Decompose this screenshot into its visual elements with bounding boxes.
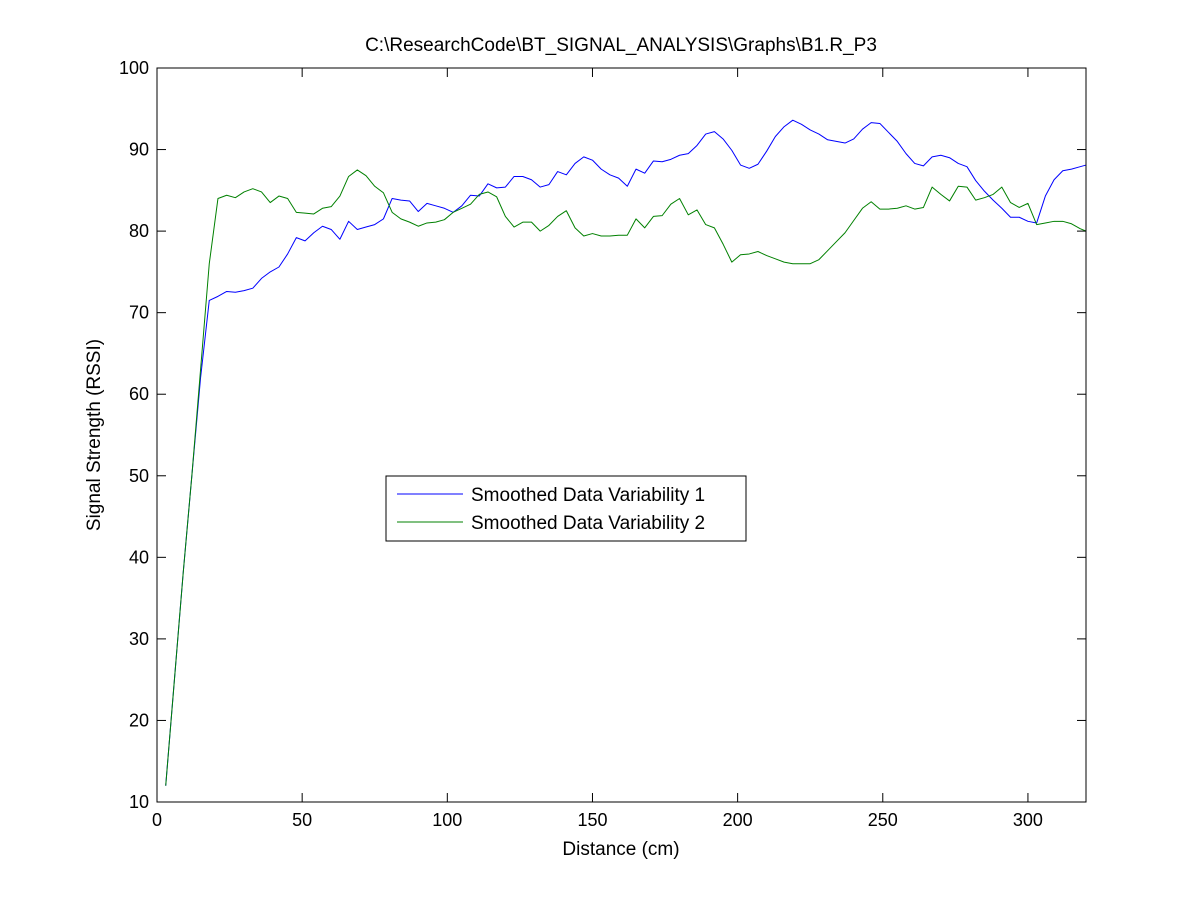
x-tick-label: 0 <box>152 810 162 830</box>
x-tick-label: 150 <box>577 810 607 830</box>
ticks-layer: 0 50 100 150 200 250 300 10 20 30 40 50 60 70 80 90 100 <box>119 58 1086 830</box>
plot-area <box>157 68 1086 802</box>
y-tick-label: 50 <box>129 466 149 486</box>
y-tick-label: 70 <box>129 303 149 323</box>
x-tick-label: 50 <box>292 810 312 830</box>
series-layer <box>165 119 1087 786</box>
y-axis-label: Signal Strength (RSSI) <box>84 339 105 531</box>
y-tick-label: 100 <box>119 58 149 78</box>
series-line-1 <box>165 119 1087 786</box>
chart-title: C:\ResearchCode\BT_SIGNAL_ANALYSIS\Graph… <box>365 35 877 56</box>
x-tick-label: 300 <box>1013 810 1043 830</box>
y-tick-label: 80 <box>129 221 149 241</box>
y-tick-label: 40 <box>129 547 149 567</box>
y-tick-label: 30 <box>129 629 149 649</box>
axes-box <box>156 67 1087 803</box>
y-tick-label: 10 <box>129 792 149 812</box>
legend-box <box>385 475 747 542</box>
y-tick-label: 90 <box>129 140 149 160</box>
x-tick-label: 250 <box>868 810 898 830</box>
x-tick-label: 100 <box>432 810 462 830</box>
y-tick-label: 20 <box>129 710 149 730</box>
legend: Smoothed Data Variability 1 Smoothed Dat… <box>385 475 747 542</box>
legend-label-series-1: Smoothed Data Variability 1 <box>471 485 705 506</box>
x-tick-label: 200 <box>723 810 753 830</box>
x-axis-label: Distance (cm) <box>562 839 679 860</box>
legend-label-series-2: Smoothed Data Variability 2 <box>471 513 705 534</box>
series-line-2 <box>165 169 1087 786</box>
y-tick-label: 60 <box>129 384 149 404</box>
